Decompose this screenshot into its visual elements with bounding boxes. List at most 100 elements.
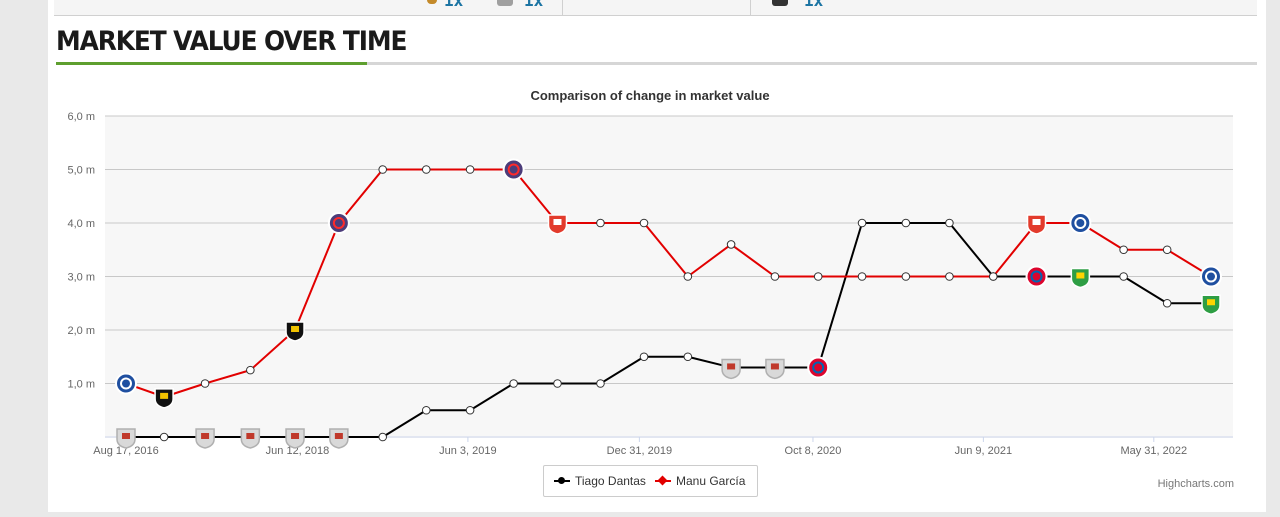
badge-disc [115, 372, 137, 395]
benfica-club-badge-icon[interactable] [329, 428, 349, 449]
data-point-marker[interactable] [857, 218, 867, 228]
toulouse-club-badge-icon[interactable] [327, 212, 350, 234]
x-tick-label: Aug 17, 2016 [93, 445, 158, 457]
section-title: MARKET VALUE OVER TIME [56, 26, 407, 57]
toulouse-club-badge-icon[interactable] [502, 158, 525, 181]
badge-ring [812, 361, 825, 374]
tondela-club-badge-icon[interactable] [1201, 294, 1221, 316]
bayern-club-badge-icon[interactable] [1025, 265, 1048, 288]
data-point-marker[interactable] [159, 432, 169, 442]
section-rule-accent [56, 62, 367, 65]
section-rule [56, 62, 1257, 65]
badge-emblem [291, 326, 300, 332]
badge-emblem [1207, 299, 1215, 306]
data-point-marker[interactable] [901, 272, 911, 281]
data-point-marker[interactable] [378, 165, 388, 174]
data-point-marker[interactable] [901, 218, 911, 228]
nac-club-badge-icon[interactable] [154, 388, 174, 409]
data-point-marker[interactable] [945, 218, 954, 228]
benfica-club-badge-icon[interactable] [721, 358, 741, 380]
data-point-marker[interactable] [378, 432, 388, 442]
data-point-marker[interactable] [770, 272, 780, 281]
legend-label: Manu García [676, 474, 746, 488]
tondela-club-badge-icon[interactable] [1070, 267, 1091, 289]
badge-emblem [201, 433, 210, 439]
data-point-marker[interactable] [421, 165, 431, 174]
x-axis-labels: Aug 17, 2016 Jun 12, 2018 Jun 3, 2019 Dec 3… [93, 437, 1187, 457]
data-point-marker[interactable] [1119, 245, 1128, 255]
data-point-marker[interactable] [1162, 245, 1172, 255]
badge-disc [327, 212, 350, 234]
alaves-club-badge-icon[interactable] [1200, 265, 1222, 288]
benfica-club-badge-icon[interactable] [765, 358, 785, 380]
nac-club-badge-icon[interactable] [285, 321, 305, 342]
data-point-marker[interactable] [988, 272, 998, 281]
legend-item-manu-garcia[interactable]: Manu García [655, 473, 745, 489]
chart-svg: Comparison of change in market value 6,0… [67, 88, 1233, 457]
badge-ring [1074, 217, 1087, 229]
alaves-club-badge-icon[interactable] [1069, 212, 1092, 234]
data-point-marker[interactable] [1119, 272, 1128, 281]
achievement-count: 1x [524, 0, 544, 10]
y-tick-label: 1,0 m [67, 379, 95, 391]
data-point-marker[interactable] [945, 272, 954, 281]
badge-emblem [553, 219, 562, 225]
data-point-marker[interactable] [639, 352, 649, 362]
series-markers [115, 158, 1222, 449]
badge-ring [332, 217, 345, 229]
market-value-chart: Comparison of change in market value 6,0… [48, 70, 1266, 512]
data-point-marker[interactable] [421, 405, 431, 415]
benfica-club-badge-icon[interactable] [195, 428, 215, 449]
previous-section-strip: 1x 1x 1x [54, 0, 1257, 16]
benfica-club-badge-icon[interactable] [240, 428, 261, 449]
badge-disc [1200, 265, 1222, 288]
data-point-marker[interactable] [857, 272, 867, 281]
badge-emblem [160, 392, 169, 399]
legend-item-tiago-dantas[interactable]: Tiago Dantas [554, 473, 646, 489]
data-point-marker[interactable] [813, 272, 823, 281]
gijon-club-badge-icon[interactable] [547, 214, 568, 235]
data-point-marker[interactable] [465, 405, 475, 415]
data-point-marker[interactable] [596, 218, 605, 228]
benfica-club-badge-icon[interactable] [285, 428, 305, 449]
data-point-marker[interactable] [246, 365, 255, 375]
data-point-marker[interactable] [639, 218, 649, 228]
data-point-marker[interactable] [596, 379, 605, 388]
badge-emblem [770, 363, 779, 370]
gijon-club-badge-icon[interactable] [1026, 214, 1047, 235]
data-point-marker[interactable] [200, 379, 210, 388]
alaves-club-badge-icon[interactable] [115, 372, 137, 395]
data-point-marker[interactable] [683, 272, 693, 281]
badge-ring [1030, 270, 1043, 283]
x-tick-label: Jun 3, 2019 [439, 445, 497, 457]
y-tick-label: 4,0 m [67, 218, 95, 230]
data-point-marker[interactable] [683, 352, 693, 362]
y-tick-label: 6,0 m [67, 111, 95, 123]
data-point-marker[interactable] [465, 165, 475, 174]
badge-emblem [727, 363, 736, 370]
highcharts-credits[interactable]: Highcharts.com [1157, 478, 1234, 490]
legend-marker-diamond [657, 475, 668, 486]
chart-legend: Tiago Dantas Manu García [543, 465, 758, 497]
legend-swatch-line [655, 475, 671, 486]
badge-emblem [122, 433, 130, 439]
badge-disc [502, 158, 525, 181]
data-point-marker[interactable] [726, 240, 736, 249]
page: 1x 1x 1x MARKET VALUE OVER TIME Comparis… [48, 0, 1266, 512]
x-tick-label: Oct 8, 2020 [785, 445, 842, 457]
y-tick-label: 2,0 m [67, 325, 95, 337]
badge-emblem [291, 433, 300, 439]
cell-divider [750, 0, 751, 15]
benfica-club-badge-icon[interactable] [116, 428, 136, 449]
y-tick-label: 3,0 m [67, 272, 95, 284]
badge-disc [1069, 212, 1092, 234]
data-point-marker[interactable] [509, 379, 518, 388]
bayern-club-badge-icon[interactable] [807, 356, 830, 379]
legend-label: Tiago Dantas [575, 474, 646, 488]
data-point-marker[interactable] [553, 379, 562, 388]
badge-disc [807, 356, 830, 379]
badge-emblem [1076, 272, 1085, 279]
badge-emblem [246, 433, 255, 439]
badge-emblem [334, 433, 343, 439]
data-point-marker[interactable] [1162, 298, 1172, 308]
